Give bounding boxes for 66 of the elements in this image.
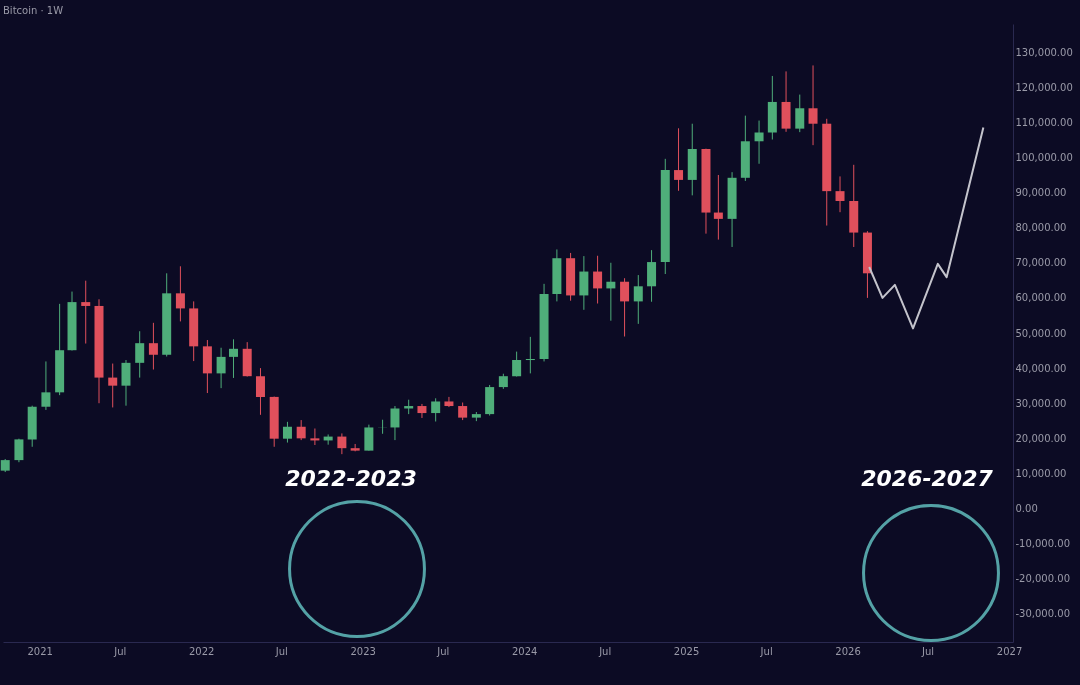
candlestick bbox=[593, 255, 603, 304]
x-tick-label: 2021 bbox=[27, 645, 53, 657]
candlestick bbox=[108, 363, 118, 408]
candlestick bbox=[808, 64, 818, 146]
candlestick bbox=[228, 338, 238, 379]
candlestick bbox=[525, 336, 535, 374]
y-tick-label: -30,000.00 bbox=[1015, 608, 1071, 620]
x-tick-label: Jul bbox=[759, 645, 773, 657]
candlestick bbox=[81, 280, 91, 345]
candlestick bbox=[337, 432, 347, 455]
x-tick-label: 2027 bbox=[996, 645, 1023, 657]
y-tick-label: 90,000.00 bbox=[1015, 187, 1067, 199]
y-tick-label: 30,000.00 bbox=[1015, 397, 1067, 409]
y-tick-label: 10,000.00 bbox=[1015, 467, 1067, 479]
candlestick bbox=[364, 424, 374, 452]
y-tick-label: 130,000.00 bbox=[1015, 46, 1073, 58]
candlestick bbox=[795, 94, 805, 133]
y-tick-label: 60,000.00 bbox=[1015, 292, 1067, 304]
candlestick bbox=[633, 274, 643, 325]
candlestick bbox=[417, 403, 427, 419]
candlestick bbox=[579, 255, 589, 311]
annotation: 2026-2027 bbox=[861, 466, 994, 491]
y-tick-label: 70,000.00 bbox=[1015, 257, 1067, 269]
candlestick bbox=[606, 262, 616, 322]
candlestick bbox=[674, 127, 684, 192]
y-tick-label: 120,000.00 bbox=[1015, 81, 1073, 93]
line-series bbox=[868, 126, 985, 330]
candlestick bbox=[512, 351, 522, 378]
y-tick-label: 40,000.00 bbox=[1015, 362, 1067, 374]
candlestick bbox=[620, 277, 630, 338]
y-tick-label: 100,000.00 bbox=[1015, 151, 1073, 163]
y-tick-label: 80,000.00 bbox=[1015, 222, 1067, 234]
x-tick-label: Jul bbox=[274, 645, 288, 657]
x-tick-label: 2025 bbox=[673, 645, 700, 657]
candlestick bbox=[282, 421, 292, 444]
candlestick bbox=[713, 174, 723, 241]
candlestick bbox=[255, 367, 265, 416]
chart-title: Bitcoin · 1W bbox=[3, 5, 64, 16]
candlestick bbox=[431, 397, 441, 422]
candlestick bbox=[390, 405, 400, 441]
x-tick-label: 2026 bbox=[835, 645, 861, 657]
y-tick-label: -10,000.00 bbox=[1015, 538, 1071, 550]
candlestick bbox=[444, 396, 454, 408]
x-tick-label: Jul bbox=[598, 645, 612, 657]
candlestick bbox=[175, 265, 185, 322]
candlestick bbox=[754, 120, 764, 165]
x-tick-label: 2022 bbox=[188, 645, 215, 657]
x-tick-label: Jul bbox=[436, 645, 450, 657]
x-tick-label: Jul bbox=[113, 645, 127, 657]
y-tick-label: 50,000.00 bbox=[1015, 327, 1067, 339]
y-tick-label: 20,000.00 bbox=[1015, 432, 1067, 444]
candlestick bbox=[121, 359, 131, 407]
candlestick bbox=[296, 419, 306, 441]
x-tick-label: 2024 bbox=[511, 645, 538, 657]
y-tick-label: -20,000.00 bbox=[1015, 573, 1071, 585]
candlestick bbox=[148, 322, 158, 371]
candlestick bbox=[216, 347, 226, 389]
candlestick bbox=[310, 428, 320, 446]
x-tick-label: 2023 bbox=[350, 645, 376, 657]
candlestick bbox=[835, 175, 845, 213]
candlestick bbox=[135, 330, 145, 379]
y-tick-label: 110,000.00 bbox=[1015, 116, 1073, 128]
annotation: 2022-2023 bbox=[285, 466, 417, 491]
candlestick bbox=[41, 360, 51, 411]
y-tick-label: 0.00 bbox=[1015, 503, 1038, 515]
x-tick-label: Jul bbox=[921, 645, 935, 657]
